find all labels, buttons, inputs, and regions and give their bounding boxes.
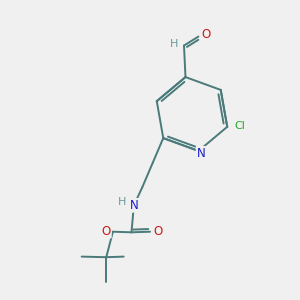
Text: O: O (102, 225, 111, 238)
Text: H: H (170, 39, 178, 49)
Text: H: H (118, 197, 127, 207)
Text: Cl: Cl (234, 121, 245, 131)
Text: O: O (201, 28, 211, 41)
Text: O: O (153, 225, 162, 238)
Text: N: N (196, 147, 205, 160)
Text: N: N (130, 199, 139, 212)
